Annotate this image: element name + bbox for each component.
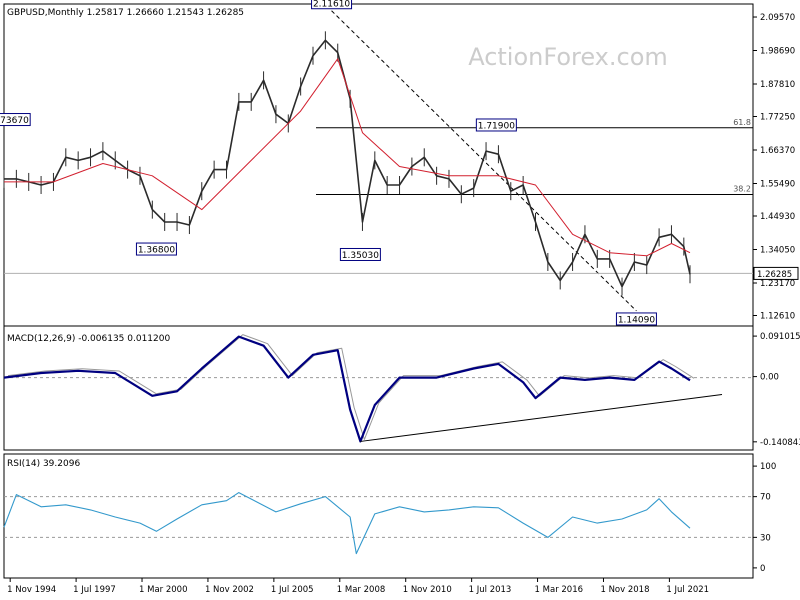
price-tick-label: 1.44930 <box>760 212 795 222</box>
rsi-tick-label: 0 <box>760 564 765 574</box>
price-tick-label: 1.98690 <box>760 47 795 57</box>
price-tick-label: 2.09570 <box>760 13 795 23</box>
rsi-series <box>3 492 691 555</box>
annotation-box <box>135 242 177 256</box>
fib-level-label: 61.8 <box>733 118 751 127</box>
macd-header: MACD(12,26,9) -0.006135 0.011200 <box>7 334 170 344</box>
macd-tick-label: 0.091015 <box>760 332 800 342</box>
date-axis: 1 Nov 1994 1 Jul 1997 1 Mar 2000 1 Nov 2002… <box>7 578 709 595</box>
price-tick-label: 1.23170 <box>760 279 795 289</box>
moving-average-line <box>4 58 691 257</box>
date-tick-label: 1 Nov 2010 <box>403 585 452 595</box>
date-tick-label: 1 Mar 2016 <box>535 585 583 595</box>
watermark: ActionForex.com <box>468 43 668 71</box>
macd-series <box>3 334 723 443</box>
price-tick-label: 1.66370 <box>760 146 795 156</box>
fib-level-label: 38.2 <box>733 185 751 194</box>
macd-tick-label: -0.140843 <box>760 438 800 448</box>
rsi-tick-label: 100 <box>760 462 776 472</box>
date-tick-label: 1 Jul 2005 <box>271 585 314 595</box>
annotation-box <box>0 113 31 127</box>
rsi-header: RSI(14) 39.2096 <box>7 459 80 469</box>
annotation-label: 1.71900 <box>478 121 515 131</box>
main-guides: 61.8 38.2 <box>316 10 753 312</box>
annotation-box <box>339 247 381 261</box>
date-tick-label: 1 Mar 2000 <box>139 585 187 595</box>
price-tick-label: 1.77250 <box>760 113 795 123</box>
price-tick-label: 1.87810 <box>760 80 795 90</box>
rsi-axis: 100 70 30 0 <box>4 462 776 574</box>
date-tick-label: 1 Jul 2021 <box>666 585 709 595</box>
macd-line <box>3 335 691 443</box>
date-tick-label: 1 Nov 2018 <box>600 585 649 595</box>
annotation-box <box>311 0 353 10</box>
date-tick-label: 1 Jul 1997 <box>73 585 116 595</box>
date-tick-label: 1 Jul 2013 <box>469 585 512 595</box>
macd-axis: 0.091015 0.00 -0.140843 <box>4 332 800 448</box>
annotation-label: 1.14090 <box>618 315 655 325</box>
macd-panel <box>3 325 754 451</box>
date-tick-label: 1 Mar 2008 <box>337 585 385 595</box>
rsi-tick-label: 70 <box>760 493 771 503</box>
macd-tick-label: 0.00 <box>760 373 779 383</box>
rsi-tick-label: 30 <box>760 533 771 543</box>
price-trendline <box>331 10 637 312</box>
date-tick-label: 1 Nov 1994 <box>7 585 56 595</box>
annotation-label: 1.36800 <box>138 246 175 256</box>
main-header: GBPUSD,Monthly 1.25817 1.26660 1.21543 1… <box>7 8 244 18</box>
annotation-label: 1.35030 <box>342 251 379 261</box>
current-price-box <box>753 266 799 280</box>
current-price-label: 1.26285 <box>757 270 792 280</box>
price-annotations: 2.11610 1.73670 1.36800 1.35030 1.71900 1.140… <box>0 0 657 326</box>
annotation-label: 2.11610 <box>313 0 350 9</box>
rsi-line <box>3 492 691 555</box>
price-series <box>3 31 691 296</box>
macd-signal-line <box>7 334 695 440</box>
annotation-label: 1.73670 <box>0 116 29 126</box>
annotation-box <box>615 312 657 326</box>
annotation-box <box>475 118 517 132</box>
price-tick-label: 1.34050 <box>760 246 795 256</box>
price-tick-label: 1.12610 <box>760 312 795 322</box>
macd-trendline <box>360 393 723 442</box>
price-tick-label: 1.55490 <box>760 180 795 190</box>
date-tick-label: 1 Nov 2002 <box>205 585 254 595</box>
rsi-panel <box>3 453 754 579</box>
